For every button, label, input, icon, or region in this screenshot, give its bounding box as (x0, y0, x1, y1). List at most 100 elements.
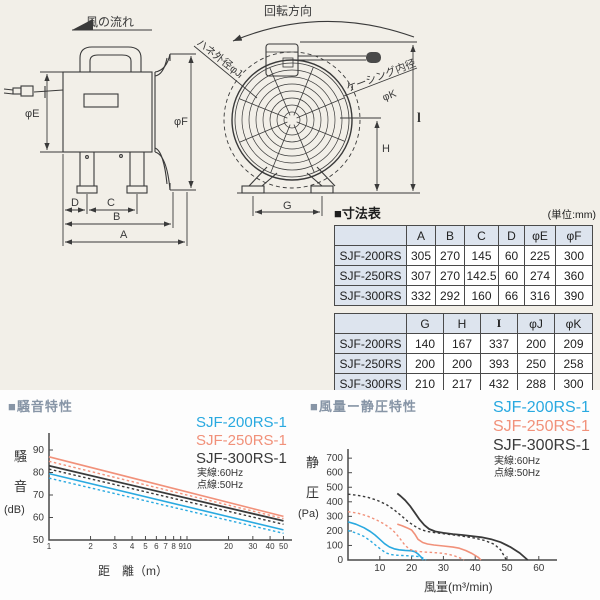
pq-ylabel-1: 静 (306, 455, 320, 470)
casing-dia-label: ケーシング内径 (344, 56, 418, 95)
dim-table-value-cell: 60 (498, 245, 525, 266)
series-SJF-250RS-1-50Hz (48, 460, 284, 520)
noise-ylabel-2: 音 (14, 479, 28, 494)
dim-table-header-cell: C (464, 225, 499, 246)
y-tick-label: 80 (33, 468, 45, 479)
x-tick-label: 60 (533, 563, 545, 574)
dim-table-value-cell: 393 (480, 353, 518, 374)
front-view-dimensions (252, 41, 417, 216)
blade-dia-label: ハネ外径φJ (194, 36, 245, 80)
dim-label-H: H (382, 143, 390, 155)
dim-table-value-cell: 270 (435, 245, 465, 266)
dim-table-value-cell: 292 (435, 285, 465, 306)
dim-table-value-cell: 270 (435, 265, 465, 286)
dim-table-header-cell: B (435, 225, 465, 246)
dim-label-A: A (120, 229, 128, 241)
dim-table-value-cell: 258 (554, 353, 593, 374)
dim-table-header-cell: G (406, 313, 444, 334)
dim-table-value-cell: 160 (464, 285, 499, 306)
noise-ylabel-1: 騒 (14, 449, 28, 464)
front-view (193, 20, 420, 194)
series-SJF-300RS-1-50Hz (347, 493, 508, 561)
dim-table-row-label: SJF-300RS (334, 373, 407, 394)
dim-table-value-cell: 337 (480, 333, 518, 354)
noise-yunit: (dB) (4, 504, 25, 516)
side-view (3, 19, 171, 194)
series-SJF-300RS-1-60Hz (48, 464, 284, 522)
x-tick-label: 9 (178, 542, 183, 551)
y-tick-label: 90 (33, 445, 45, 456)
dim-label-C: C (107, 197, 115, 209)
dim-table-header-cell (334, 225, 407, 246)
y-tick-label: 400 (326, 497, 343, 508)
dim-table-value-cell: 274 (524, 265, 556, 286)
dim-table-value-cell: 200 (443, 353, 481, 374)
dim-table-value-cell: 300 (555, 245, 593, 266)
x-tick-label: 20 (406, 563, 418, 574)
dim-table-value-cell: 316 (524, 285, 556, 306)
dim-table-value-cell: 210 (406, 373, 444, 394)
air-flow-arrow-icon (72, 19, 93, 30)
charts-section: ■騒音特性 SJF-200RS-1 SJF-250RS-1 SJF-300RS-… (0, 390, 600, 600)
x-tick-label: 3 (113, 542, 118, 551)
x-tick-label: 4 (130, 542, 135, 551)
dim-table-header-cell (334, 313, 407, 334)
dim-table-header-cell: φF (555, 225, 593, 246)
dim-table-row-label: SJF-250RS (334, 353, 407, 374)
dim-table-value-cell: 66 (498, 285, 525, 306)
y-tick-label: 600 (326, 468, 343, 479)
dim-label-D: D (71, 197, 79, 209)
series-SJF-250RS-1-60Hz (48, 456, 284, 518)
series-SJF-250RS-1-60Hz (397, 523, 482, 561)
solid-line-note: 実線:60Hz (494, 456, 541, 467)
side-view-dimensions (40, 53, 196, 246)
pq-xlabel: 風量(m³/min) (424, 580, 493, 594)
dim-table-row-label: SJF-200RS (334, 245, 407, 266)
noise-chart-plot: 50 60 70 80 90 1 2 3 4 5 6 7 8 9 10 20 30 40 50 (33, 433, 292, 551)
legend-item: SJF-250RS-1 (493, 418, 590, 435)
series-SJF-300RS-1-50Hz (48, 468, 284, 525)
x-tick-label: 10 (183, 542, 192, 551)
series-SJF-250RS-1-50Hz (347, 511, 465, 561)
dim-table-value-cell: 140 (406, 333, 444, 354)
series-SJF-200RS-1-50Hz (48, 477, 284, 534)
y-tick-label: 100 (326, 540, 343, 551)
dim-label-B: B (113, 211, 120, 223)
dim-table-value-cell: 142.5 (464, 265, 499, 286)
dim-table-header-cell: φE (524, 225, 556, 246)
dim-label-phiE: φE (25, 108, 39, 120)
x-tick-label: 50 (279, 542, 288, 551)
dim-table-value-cell: 250 (517, 353, 555, 374)
x-tick-label: 30 (248, 542, 257, 551)
pq-ylabel-2: 圧 (306, 485, 320, 500)
dim-table-value-cell: 60 (498, 265, 525, 286)
legend-item: SJF-250RS-1 (196, 432, 287, 449)
pq-chart-legend: SJF-200RS-1 SJF-250RS-1 SJF-300RS-1 (493, 398, 590, 455)
dim-table-header-cell: D (498, 225, 525, 246)
rotation-arrow-icon (232, 20, 415, 42)
pq-chart-title: ■風量ー静圧特性 (310, 399, 417, 414)
y-tick-label: 0 (337, 555, 343, 566)
x-tick-label: 30 (438, 563, 450, 574)
pq-line-type-note: 実線:60Hz 点線:50Hz (494, 456, 540, 480)
series-SJF-200RS-1-60Hz (48, 472, 284, 531)
dimension-table-unit: (単位:mm) (547, 209, 596, 221)
dim-table-value-cell: 332 (406, 285, 436, 306)
y-tick-label: 70 (33, 490, 45, 501)
x-tick-label: 40 (266, 542, 275, 551)
legend-item: SJF-200RS-1 (493, 399, 590, 416)
dim-label-G: G (283, 200, 292, 212)
pq-yunit: (Pa) (298, 508, 319, 520)
noise-chart-legend: SJF-200RS-1 SJF-250RS-1 SJF-300RS-1 (196, 414, 287, 468)
x-tick-label: 50 (501, 563, 513, 574)
fan-technical-drawing: 風の流れ φE φF D C B A (3, 3, 421, 246)
casing-dia-symbol: φK (381, 88, 398, 104)
dim-table-value-cell: 145 (464, 245, 499, 266)
dim-table-value-cell: 225 (524, 245, 556, 266)
dim-table-value-cell: 167 (443, 333, 481, 354)
